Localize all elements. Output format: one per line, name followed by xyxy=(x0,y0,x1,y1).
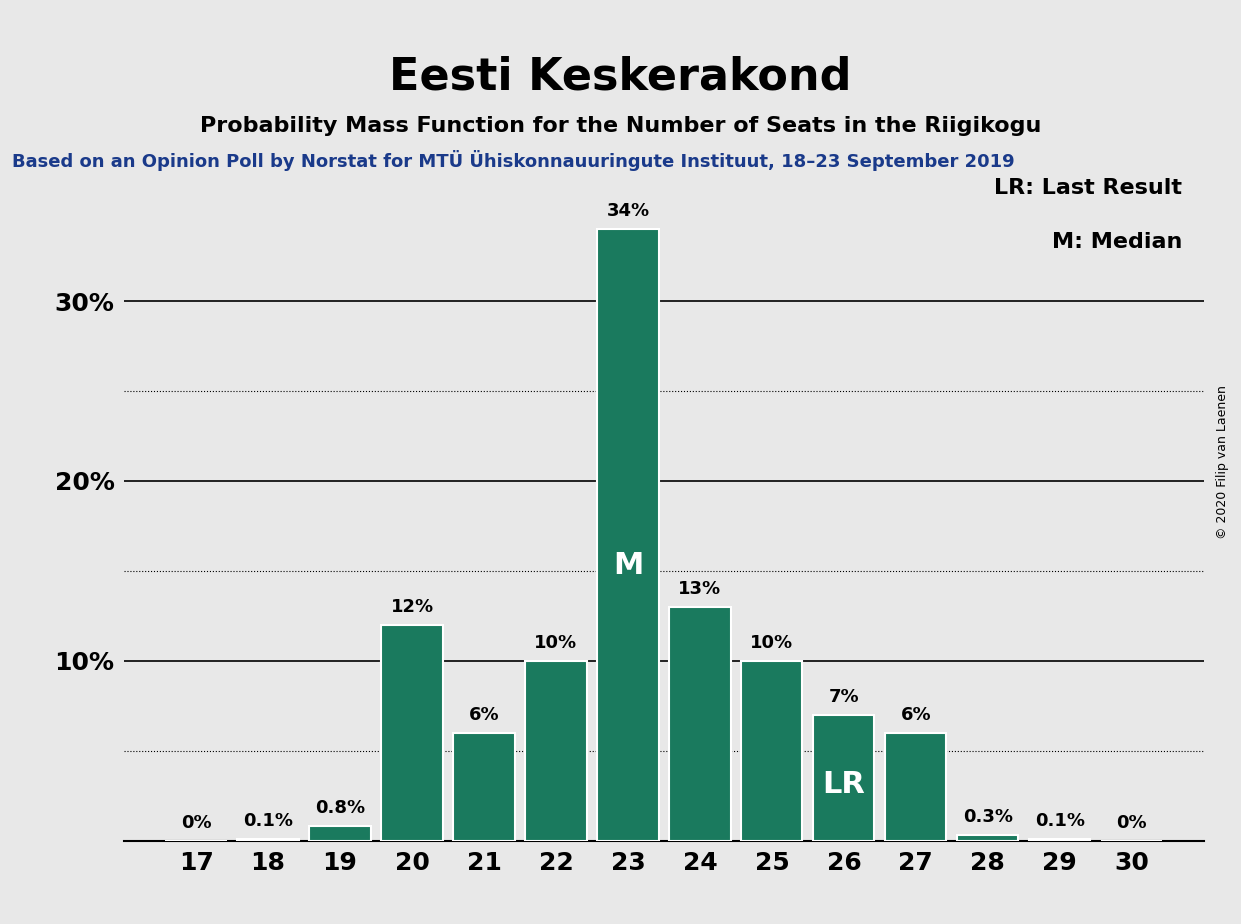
Bar xyxy=(741,661,803,841)
Text: © 2020 Filip van Laenen: © 2020 Filip van Laenen xyxy=(1216,385,1229,539)
Bar xyxy=(669,607,731,841)
Text: 0.1%: 0.1% xyxy=(1035,812,1085,830)
Text: 0%: 0% xyxy=(1117,814,1147,832)
Text: 0.8%: 0.8% xyxy=(315,799,365,818)
Bar xyxy=(525,661,587,841)
Text: 0%: 0% xyxy=(181,814,211,832)
Text: M: Median: M: Median xyxy=(1052,232,1183,252)
Bar xyxy=(453,733,515,841)
Bar xyxy=(309,826,371,841)
Text: 34%: 34% xyxy=(607,202,649,220)
Text: 6%: 6% xyxy=(901,706,931,723)
Text: 10%: 10% xyxy=(535,634,577,652)
Text: 6%: 6% xyxy=(469,706,499,723)
Text: 0.3%: 0.3% xyxy=(963,808,1013,826)
Text: 7%: 7% xyxy=(829,687,859,706)
Text: Based on an Opinion Poll by Norstat for MTÜ Ühiskonnauuringute Instituut, 18–23 : Based on an Opinion Poll by Norstat for … xyxy=(12,150,1015,171)
Bar xyxy=(597,229,659,841)
Bar xyxy=(813,715,875,841)
Text: 12%: 12% xyxy=(391,598,433,616)
Text: LR: Last Result: LR: Last Result xyxy=(994,177,1183,198)
Text: LR: LR xyxy=(823,770,865,798)
Bar xyxy=(381,625,443,841)
Text: M: M xyxy=(613,551,643,580)
Text: Eesti Keskerakond: Eesti Keskerakond xyxy=(390,55,851,99)
Bar xyxy=(1029,839,1091,841)
Bar xyxy=(885,733,947,841)
Text: 0.1%: 0.1% xyxy=(243,812,293,830)
Text: 13%: 13% xyxy=(679,580,721,598)
Bar xyxy=(237,839,299,841)
Text: 10%: 10% xyxy=(751,634,793,652)
Text: Probability Mass Function for the Number of Seats in the Riigikogu: Probability Mass Function for the Number… xyxy=(200,116,1041,136)
Bar xyxy=(957,835,1019,841)
